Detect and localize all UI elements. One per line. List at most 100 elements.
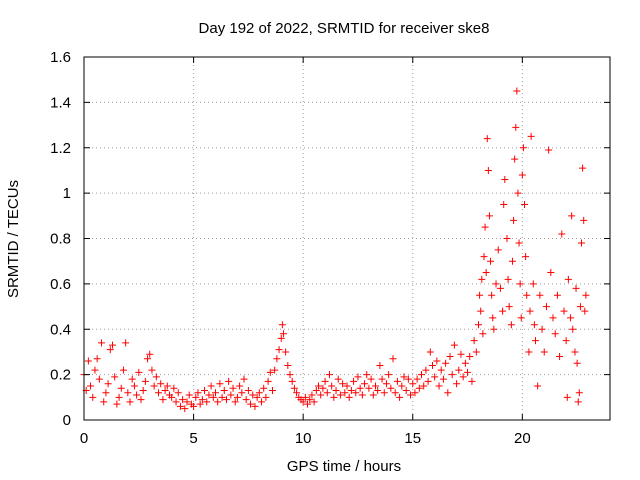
data-point: [513, 87, 521, 95]
data-point: [527, 132, 535, 140]
data-point: [352, 389, 360, 397]
data-point: [273, 355, 281, 363]
data-point: [128, 375, 136, 383]
data-point: [431, 373, 439, 381]
y-tick-label: 0.4: [50, 321, 71, 338]
data-point: [489, 314, 497, 322]
data-point: [117, 384, 125, 392]
data-point: [396, 393, 404, 401]
data-point: [174, 389, 182, 397]
data-point: [135, 368, 143, 376]
data-point: [150, 382, 158, 390]
data-point: [514, 189, 522, 197]
data-point: [299, 398, 307, 406]
data-point: [124, 389, 132, 397]
data-point: [133, 391, 141, 399]
data-point: [146, 350, 154, 358]
data-point: [236, 382, 244, 390]
data-point: [437, 366, 445, 374]
data-point: [484, 166, 492, 174]
data-point: [242, 396, 250, 404]
data-point: [198, 396, 206, 404]
y-tick-label: 0.8: [50, 231, 71, 248]
x-axis-label: GPS time / hours: [287, 458, 401, 475]
y-tick-label: 1.4: [50, 94, 71, 111]
data-point: [271, 366, 279, 374]
data-point: [516, 280, 524, 288]
data-point: [240, 375, 248, 383]
data-point: [531, 337, 539, 345]
data-point: [461, 359, 469, 367]
data-point: [343, 382, 351, 390]
data-point: [282, 348, 290, 356]
data-point: [347, 387, 355, 395]
data-point: [84, 357, 92, 365]
data-point: [277, 334, 285, 342]
data-point: [483, 135, 491, 143]
data-point: [365, 384, 373, 392]
data-point: [490, 325, 498, 333]
data-point: [393, 377, 401, 385]
data-point: [207, 382, 215, 390]
data-point: [214, 398, 222, 406]
data-point: [181, 405, 189, 413]
data-point: [521, 200, 529, 208]
y-tick-label: 1: [63, 185, 71, 202]
data-point: [286, 371, 294, 379]
data-point: [547, 269, 555, 277]
data-point: [323, 389, 331, 397]
data-point: [567, 314, 575, 322]
y-tick-label: 1.6: [50, 49, 71, 66]
data-point: [201, 387, 209, 395]
data-point: [508, 257, 516, 265]
data-point: [328, 382, 336, 390]
data-point: [424, 377, 432, 385]
data-point: [525, 348, 533, 356]
data-point: [385, 371, 393, 379]
data-point: [247, 400, 255, 408]
data-point: [108, 341, 116, 349]
data-point: [321, 377, 329, 385]
data-point: [268, 387, 276, 395]
data-point: [487, 257, 495, 265]
data-point: [496, 284, 504, 292]
data-point: [345, 393, 353, 401]
data-point: [573, 359, 581, 367]
data-point: [192, 393, 200, 401]
data-point: [574, 398, 582, 406]
data-point: [227, 391, 235, 399]
data-point: [409, 380, 417, 388]
data-point: [315, 382, 323, 390]
data-point: [363, 371, 371, 379]
data-point: [480, 253, 488, 261]
data-point: [293, 389, 301, 397]
data-point: [157, 380, 165, 388]
data-point: [176, 402, 184, 410]
data-point: [306, 396, 314, 404]
data-point: [255, 389, 263, 397]
data-point: [89, 393, 97, 401]
data-point: [413, 375, 421, 383]
x-tick-label: 20: [514, 430, 531, 447]
data-point: [530, 321, 538, 329]
data-point: [422, 366, 430, 374]
data-point: [378, 375, 386, 383]
data-point: [155, 389, 163, 397]
data-point: [233, 393, 241, 401]
data-point: [526, 307, 534, 315]
data-point: [194, 389, 202, 397]
data-point: [229, 384, 237, 392]
data-point: [553, 291, 561, 299]
data-point: [148, 366, 156, 374]
data-point: [580, 216, 588, 224]
data-point: [398, 382, 406, 390]
data-point: [137, 396, 145, 404]
data-point: [464, 368, 472, 376]
data-point: [459, 373, 467, 381]
data-point: [336, 391, 344, 399]
data-point: [540, 348, 548, 356]
data-point: [578, 239, 586, 247]
data-point: [126, 398, 134, 406]
data-point: [402, 387, 410, 395]
data-point: [476, 291, 484, 299]
